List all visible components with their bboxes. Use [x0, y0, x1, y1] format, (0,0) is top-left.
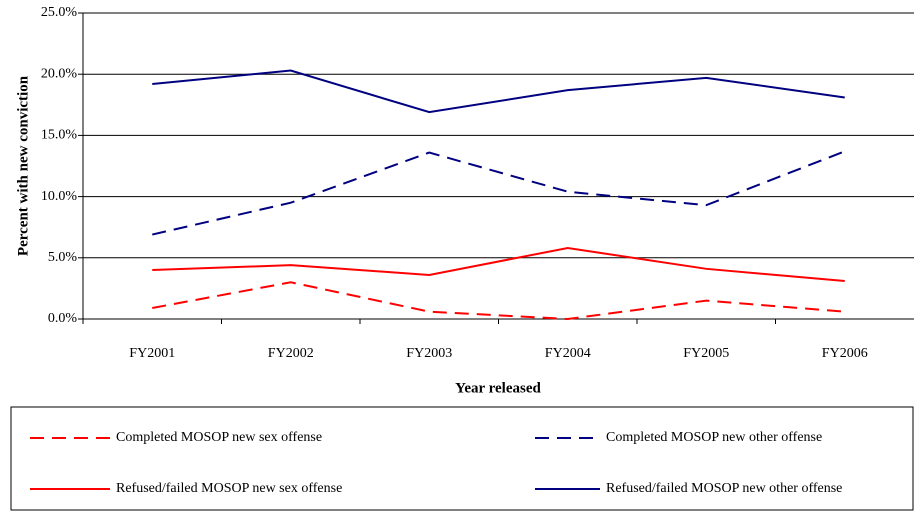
- legend-label: Completed MOSOP new other offense: [606, 430, 822, 445]
- series-line: [152, 281, 845, 321]
- legend-box: [10, 406, 914, 511]
- y-tick-label: 20.0%: [41, 66, 78, 81]
- y-axis-title: Percent with new conviction: [15, 75, 31, 256]
- y-tick-label: 5.0%: [48, 250, 78, 265]
- legend-label: Refused/failed MOSOP new sex offense: [116, 481, 342, 496]
- y-tick-label: 10.0%: [41, 189, 78, 204]
- y-tick-label: 15.0%: [41, 128, 78, 143]
- x-tick-label: FY2004: [545, 346, 591, 361]
- series-line: [152, 246, 845, 283]
- x-tick-label: FY2006: [822, 346, 868, 361]
- x-tick-label: FY2005: [683, 346, 729, 361]
- x-axis-title: Year released: [455, 380, 541, 396]
- legend-label: Refused/failed MOSOP new other offense: [606, 481, 842, 496]
- y-tick-label: 0.0%: [48, 311, 78, 326]
- legend-label: Completed MOSOP new sex offense: [116, 430, 322, 445]
- series-line: [152, 69, 845, 114]
- x-tick-label: FY2001: [129, 346, 175, 361]
- x-tick-label: FY2003: [406, 346, 452, 361]
- series-line: [152, 150, 846, 236]
- x-tick-label: FY2002: [268, 346, 314, 361]
- y-tick-label: 25.0%: [41, 5, 78, 20]
